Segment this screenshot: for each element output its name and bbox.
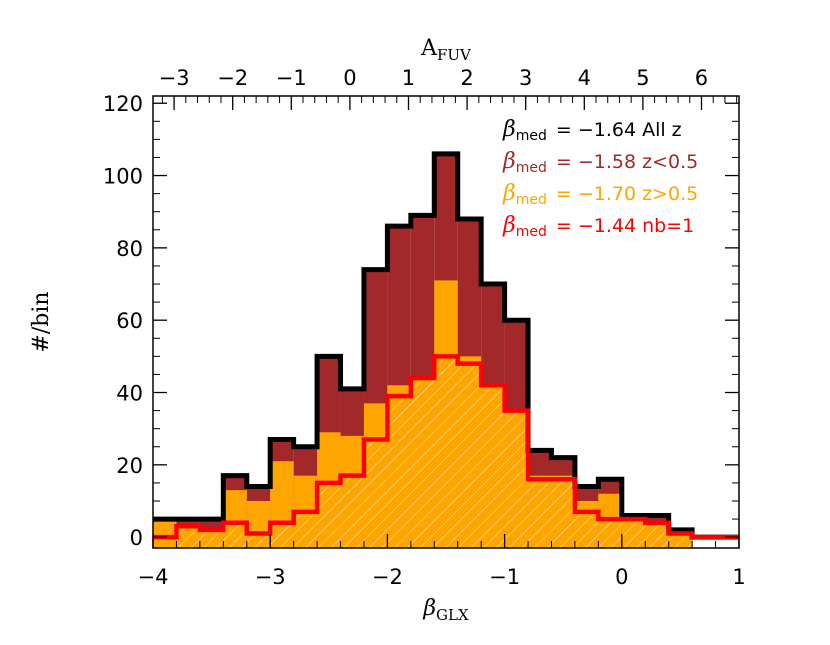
y-tick-label-2: 40 — [116, 382, 143, 406]
top-tick-label-0: −3 — [159, 66, 190, 90]
legend-symbol-1: β — [502, 149, 516, 174]
top-axis-symbol: A — [420, 36, 438, 61]
legend-subscript-2: med — [516, 192, 547, 208]
nb1-hatch-bar-9 — [363, 439, 388, 548]
nb1-hatch-bar-16 — [528, 479, 552, 548]
nb1-hatch-bar-14 — [481, 385, 505, 548]
top-tick-label-7: 4 — [578, 66, 591, 90]
top-tick-label-1: −2 — [217, 66, 248, 90]
y-tick-label-0: 0 — [130, 526, 143, 550]
plot-frame — [152, 95, 740, 549]
top-axis-subscript: FUV — [437, 46, 472, 64]
legend-subscript-3: med — [516, 224, 547, 240]
top-tick-label-3: 0 — [343, 66, 356, 90]
all-z-outline — [153, 151, 739, 540]
nb1-hatch-bar-10 — [387, 396, 411, 548]
top-tick-label-9: 6 — [695, 66, 708, 90]
legend-entry-0: βmed = −1.64 All z — [502, 117, 682, 144]
nb1-hatch-bar-20 — [621, 519, 646, 548]
nb1-hatch-bar-8 — [340, 475, 364, 548]
top-tick-label-4: 1 — [402, 66, 415, 90]
nb1-hatch-bar-22 — [668, 533, 693, 548]
nb1-hatch-bar-17 — [551, 479, 575, 548]
x-tick-label-3: −1 — [489, 565, 520, 589]
z-high-bar-0 — [153, 519, 177, 548]
legend-label-3: = −1.44 nb=1 — [556, 215, 694, 237]
z-high-bar-4 — [246, 500, 271, 548]
x-tick-label-2: −2 — [372, 565, 403, 589]
x-tick-label-0: −4 — [138, 565, 169, 589]
legend-entry-1: βmed = −1.58 z<0.5 — [502, 149, 698, 176]
legend-symbol-0: β — [502, 117, 516, 142]
nb1-hatch-bar-5 — [270, 522, 294, 548]
top-tick-label-8: 5 — [636, 66, 649, 90]
top-tick-label-6: 3 — [519, 66, 532, 90]
legend-symbol-2: β — [502, 181, 516, 206]
nb1-hatch-bar-12 — [434, 356, 458, 548]
legend-entry-3: βmed = −1.44 nb=1 — [502, 213, 694, 240]
legend-label-0: = −1.64 All z — [556, 119, 682, 141]
y-tick-label-5: 100 — [103, 165, 143, 189]
x-axis-symbol: β — [422, 596, 436, 621]
legend-subscript-0: med — [516, 128, 547, 144]
nb1-hatch-bar-13 — [457, 363, 482, 548]
x-axis-subscript: GLX — [436, 606, 469, 624]
x-tick-label-1: −3 — [255, 565, 286, 589]
y-tick-label-1: 20 — [116, 454, 143, 478]
nb1-hatch-bar-6 — [293, 511, 318, 548]
nb1-hatch-bar-4 — [246, 533, 271, 548]
series-layer — [153, 151, 739, 548]
top-axis-title: AFUV — [420, 36, 472, 64]
y-tick-label-6: 120 — [103, 92, 143, 116]
nb1-hatch-bar-15 — [504, 410, 529, 548]
y-tick-label-4: 80 — [116, 237, 143, 261]
nb1-hatch-bar-1 — [176, 526, 200, 548]
nb1-hatch-bar-7 — [317, 482, 341, 548]
ticks-layer — [152, 96, 740, 548]
top-tick-label-5: 2 — [460, 66, 473, 90]
legend-label-2: = −1.70 z>0.5 — [556, 183, 698, 205]
legend-entry-2: βmed = −1.70 z>0.5 — [502, 181, 698, 208]
legend-symbol-3: β — [502, 213, 516, 238]
y-tick-label-3: 60 — [116, 309, 143, 333]
nb1-hatch-bar-21 — [645, 522, 669, 548]
x-axis-title: βGLX — [422, 596, 469, 624]
nb1-hatch-bar-18 — [574, 511, 599, 548]
nb1-hatch-bar-3 — [223, 522, 247, 548]
legend-label-1: = −1.58 z<0.5 — [556, 151, 698, 173]
top-tick-label-2: −1 — [276, 66, 307, 90]
nb1-hatch-bar-2 — [199, 529, 224, 548]
nb1-hatch-bar-19 — [598, 519, 622, 548]
x-tick-label-4: 0 — [615, 565, 628, 589]
x-tick-label-5: 1 — [732, 565, 745, 589]
nb1-outline — [153, 354, 739, 540]
nb1-hatch-bar-11 — [410, 378, 435, 548]
y-axis-title: #/bin — [29, 291, 54, 352]
legend-subscript-1: med — [516, 160, 547, 176]
